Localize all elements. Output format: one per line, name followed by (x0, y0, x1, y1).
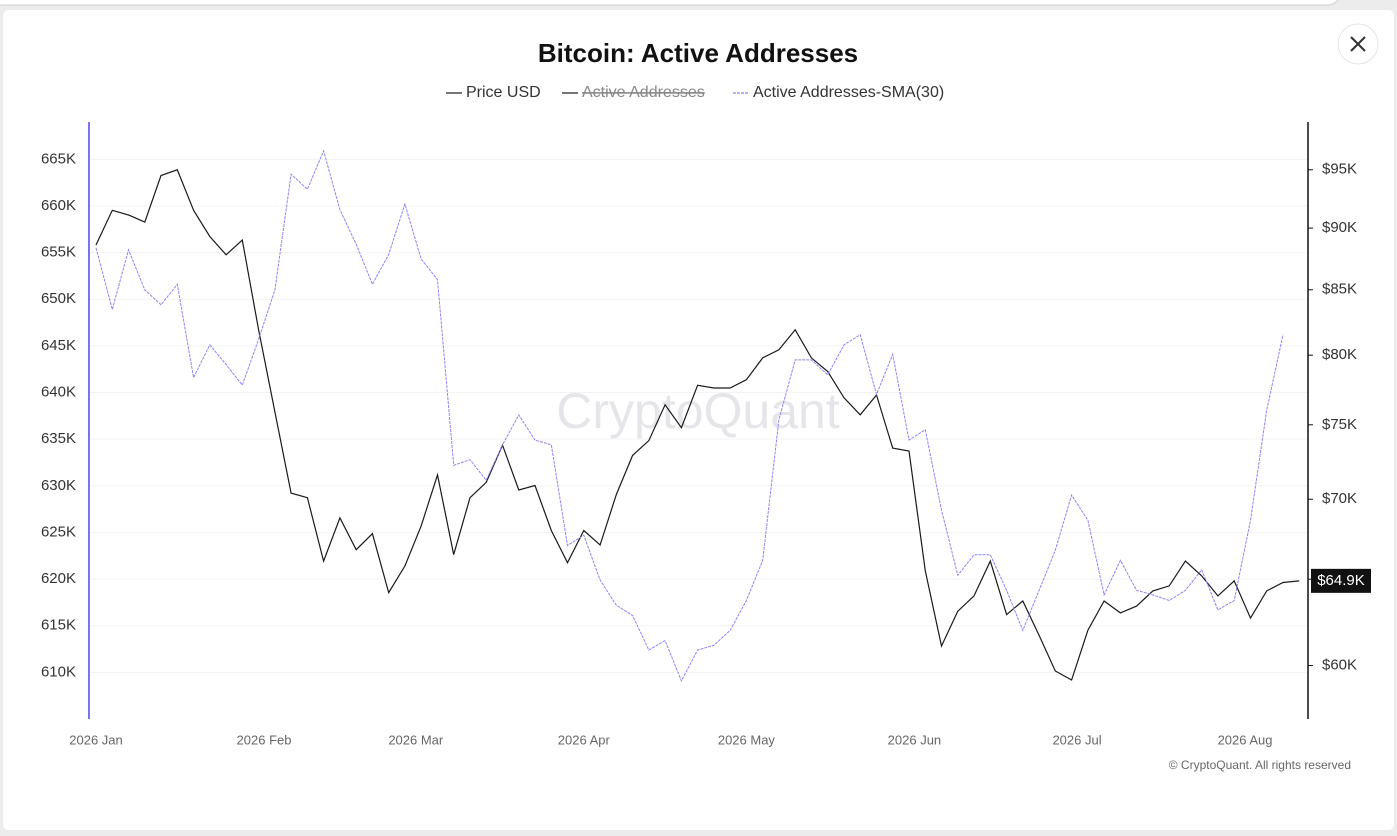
y-tick-label: 650K (41, 290, 76, 307)
legend-label: Active Addresses-SMA(30) (753, 84, 944, 101)
y-tick-label: 635K (41, 430, 76, 447)
y-tick-label: 625K (41, 523, 76, 540)
x-tick-label: 2026 Jul (1052, 732, 1101, 747)
x-tick-label: 2026 Mar (388, 732, 444, 747)
x-tick-label: 2026 May (718, 732, 776, 747)
y-tick-label: 640K (41, 383, 76, 400)
y2-tick-label: $70K (1322, 490, 1357, 507)
watermark: CryptoQuant (556, 383, 840, 439)
y2-tick-label: $90K (1322, 219, 1357, 236)
price-marker-label: $64.9K (1317, 572, 1365, 589)
y-tick-label: 630K (41, 477, 76, 494)
y-tick-label: 645K (41, 337, 76, 354)
legend-label: Active Addresses (582, 84, 705, 101)
x-tick-label: 2026 Jan (69, 732, 123, 747)
legend-label: Price USD (466, 84, 541, 101)
x-tick-label: 2026 Jun (888, 732, 942, 747)
legend-item[interactable]: Active Addresses (562, 84, 705, 101)
x-tick-label: 2026 Apr (558, 732, 611, 747)
close-button[interactable] (1337, 23, 1379, 65)
y2-tick-label: $60K (1322, 657, 1357, 674)
y-tick-label: 615K (41, 617, 76, 634)
y2-tick-label: $85K (1322, 281, 1357, 298)
legend-item[interactable]: Active Addresses-SMA(30) (733, 84, 944, 101)
y-tick-label: 660K (41, 197, 76, 214)
y-tick-label: 610K (41, 663, 76, 680)
series-line (95, 149, 1284, 682)
x-tick-label: 2026 Feb (237, 732, 292, 747)
price-marker (1311, 568, 1371, 593)
series-line (95, 169, 1300, 681)
y-tick-label: 655K (41, 244, 76, 261)
chart-title: Bitcoin: Active Addresses (538, 38, 858, 68)
legend-item[interactable]: Price USD (446, 84, 541, 101)
credit: © CryptoQuant. All rights reserved (1169, 758, 1351, 772)
y2-tick-label: $75K (1322, 416, 1357, 433)
y2-tick-label: $95K (1322, 161, 1357, 178)
y2-tick-label: $80K (1322, 346, 1357, 363)
y-tick-label: 620K (41, 570, 76, 587)
modal (3, 10, 1394, 830)
top-bar (0, 0, 1339, 6)
x-tick-label: 2026 Aug (1218, 732, 1273, 747)
y-tick-label: 665K (41, 150, 76, 167)
